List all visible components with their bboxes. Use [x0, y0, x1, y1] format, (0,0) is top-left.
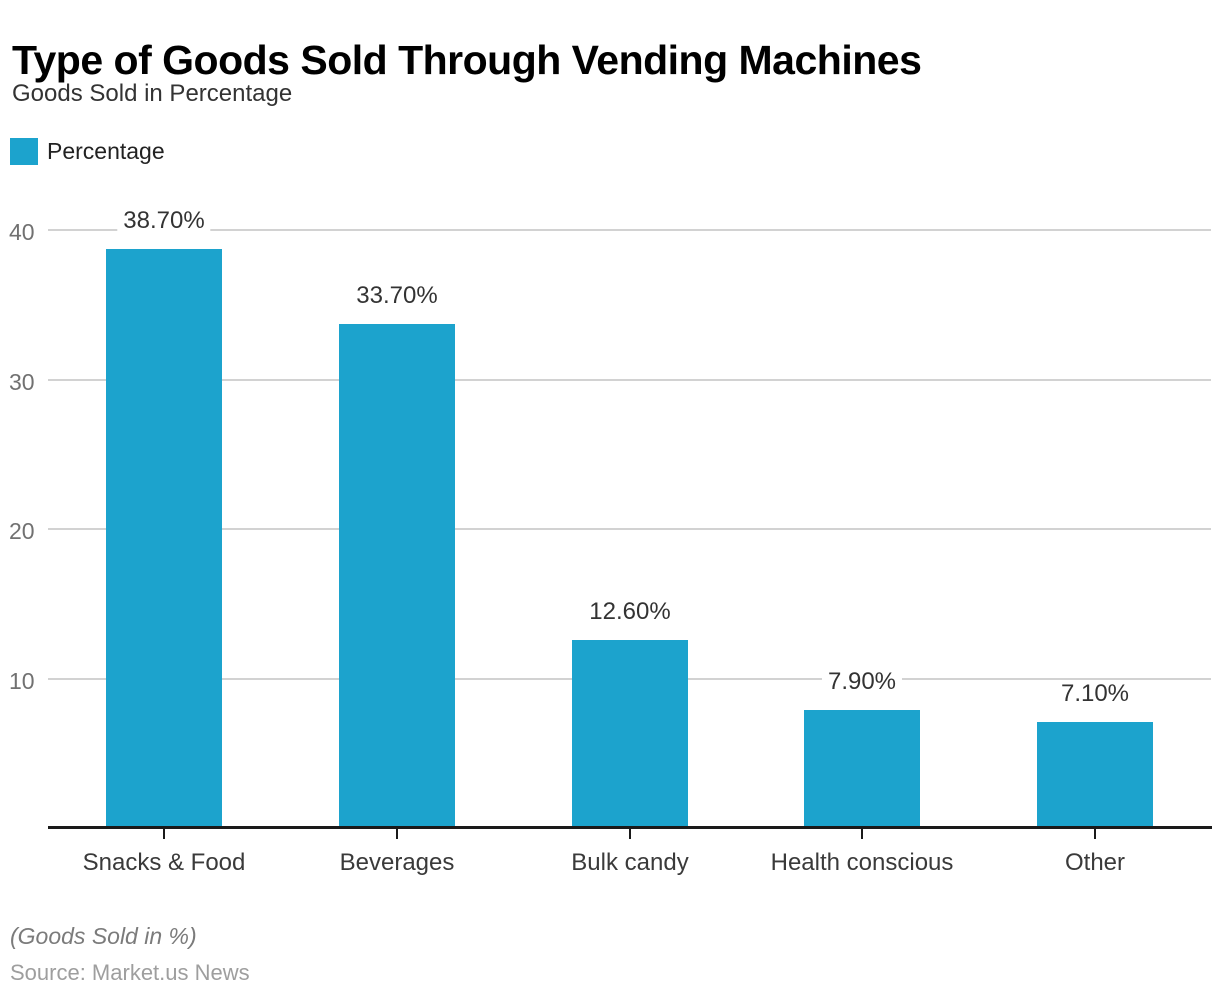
x-axis-label: Health conscious: [770, 849, 954, 876]
bar-beverages[interactable]: [339, 324, 455, 828]
y-axis-label: 10: [9, 668, 35, 694]
x-axis-tick: [396, 829, 398, 839]
bar-other[interactable]: [1037, 722, 1153, 828]
x-axis-label: Snacks & Food: [82, 849, 246, 876]
y-axis-label: 20: [9, 518, 35, 544]
x-axis-label: Other: [1064, 849, 1126, 876]
source-credit: Source: Market.us News: [10, 960, 250, 985]
x-axis-tick: [163, 829, 165, 839]
x-axis-label: Beverages: [339, 849, 455, 876]
x-axis-line: [48, 826, 1212, 829]
bar-value-label: 38.70%: [117, 208, 211, 234]
legend-swatch-icon: [10, 137, 38, 165]
x-axis-tick: [1094, 829, 1096, 839]
page-title: Type of Goods Sold Through Vending Machi…: [12, 37, 922, 84]
y-axis-label: 40: [9, 219, 35, 245]
legend-label: Percentage: [47, 137, 165, 164]
legend[interactable]: Percentage: [10, 137, 165, 165]
x-axis-label: Bulk candy: [571, 849, 689, 876]
bar-value-label: 7.10%: [1054, 681, 1136, 707]
x-axis-tick: [861, 829, 863, 839]
chart-note: (Goods Sold in %): [10, 923, 197, 949]
bar-bulk-candy[interactable]: [572, 640, 688, 828]
y-axis-label: 30: [9, 369, 35, 395]
gridline: [48, 379, 1211, 381]
bar-health-conscious[interactable]: [804, 710, 920, 828]
page-subtitle: Goods Sold in Percentage: [12, 80, 293, 107]
bar-value-label: 33.70%: [350, 283, 444, 309]
x-axis-tick: [629, 829, 631, 839]
bar-value-label: 12.60%: [583, 599, 677, 625]
bar-value-label: 7.90%: [821, 669, 903, 695]
gridline: [48, 528, 1211, 530]
gridline: [48, 229, 1211, 231]
bar-snacks-food[interactable]: [106, 249, 222, 828]
